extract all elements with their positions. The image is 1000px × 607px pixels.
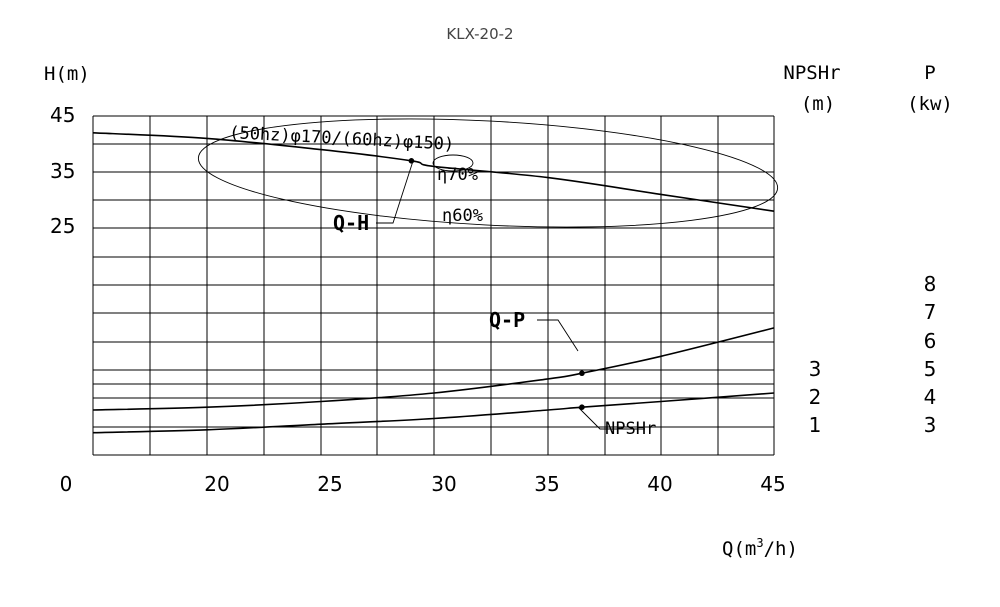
h-tick-label: 45	[50, 103, 75, 127]
efficiency-ellipse-60	[197, 118, 779, 228]
series-line-npshr	[92, 392, 775, 434]
x-tick-label: 30	[431, 472, 456, 496]
qp-leader-line	[537, 319, 579, 352]
h-tick-label: 35	[50, 159, 75, 183]
p-tick-label: 3	[924, 413, 937, 437]
curve-label-npshr: NPSHr	[605, 419, 656, 439]
plot-grid	[92, 115, 775, 456]
series-point-npshr	[579, 404, 585, 410]
p-tick-label: 7	[924, 300, 937, 324]
x-tick-label: 25	[317, 472, 342, 496]
x-tick-label: 0	[60, 472, 73, 496]
y2-axis-label-line1: NPSHr	[783, 62, 840, 84]
x-tick-label: 35	[534, 472, 559, 496]
npshr-tick-label: 3	[809, 357, 822, 381]
npshr-tick-label: 1	[809, 413, 822, 437]
series-line-q-p	[92, 327, 775, 411]
series-line-q-h	[92, 132, 775, 212]
efficiency-label-60: η60%	[442, 206, 483, 226]
tick-labels: 0 20 25 30 35 40 45 45 35 25 3 2 1 8 7 6 5 4 3	[50, 103, 936, 496]
p-tick-label: 8	[924, 272, 937, 296]
x-tick-label: 40	[647, 472, 672, 496]
series-point-q-h	[408, 158, 415, 164]
npshr-leader-line	[577, 406, 645, 430]
curve-label-qp: Q-P	[489, 308, 525, 332]
p-tick-label: 4	[924, 385, 937, 409]
y-axis-label-head: H(m)	[44, 63, 90, 85]
h-tick-label: 25	[50, 214, 75, 238]
curve-label-qh: Q-H	[333, 211, 369, 235]
chart-title: KLX-20-2	[446, 25, 513, 43]
x-axis-label-sup: 3	[756, 536, 763, 550]
p-tick-label: 6	[924, 329, 937, 353]
impeller-diameter-label: (50hz)φ170/(60hz)φ150)	[229, 123, 455, 155]
y3-axis-label-line1: P	[924, 62, 935, 84]
x-tick-label: 45	[760, 472, 785, 496]
qh-leader-line	[376, 160, 414, 224]
y2-axis-label-line2: (m)	[801, 93, 835, 115]
x-tick-label: 20	[204, 472, 229, 496]
series-point-q-p	[579, 370, 585, 377]
efficiency-ellipse-70	[432, 154, 474, 172]
x-axis-label: Q(m3/h)	[722, 536, 798, 560]
npshr-tick-label: 2	[809, 385, 822, 409]
curves	[92, 132, 775, 434]
p-tick-label: 5	[924, 357, 937, 381]
y3-axis-label-line2: (kw)	[907, 93, 953, 115]
